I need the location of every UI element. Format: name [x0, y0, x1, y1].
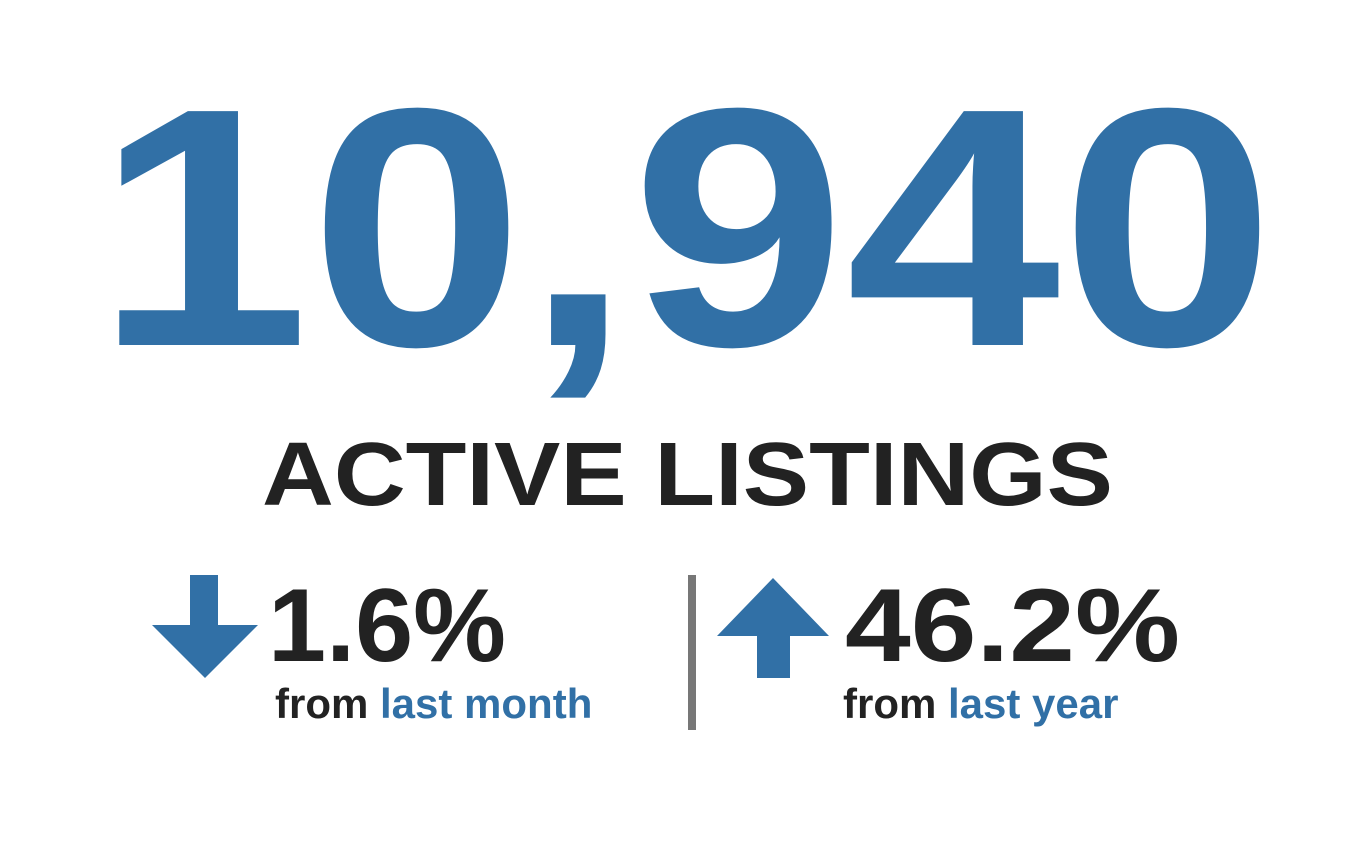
- headline-label: ACTIVE LISTINGS: [262, 425, 1113, 525]
- headline-value: 10,940: [95, 38, 1275, 418]
- up-arrow: [717, 578, 829, 678]
- stat-change: 46.2%: [845, 568, 1180, 684]
- stat-caption: from last month: [275, 680, 592, 727]
- stat-period: last month: [380, 680, 592, 727]
- stat-change: 1.6%: [268, 568, 506, 684]
- stat-caption: from last year: [843, 680, 1118, 727]
- divider: [688, 575, 696, 730]
- stat-prefix: from: [843, 680, 936, 727]
- stat-period: last year: [948, 680, 1118, 727]
- stat-prefix: from: [275, 680, 368, 727]
- down-arrow: [152, 575, 258, 678]
